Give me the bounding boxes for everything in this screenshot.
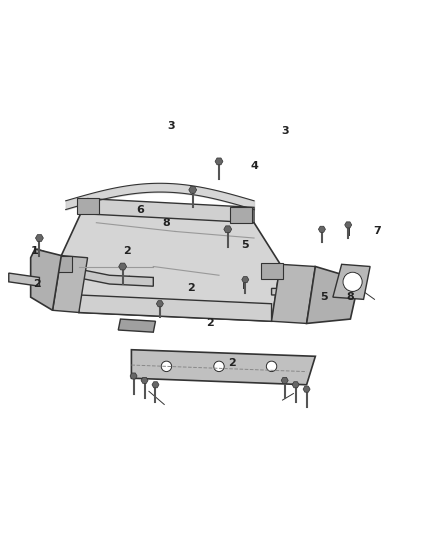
Polygon shape <box>345 222 352 228</box>
Polygon shape <box>272 264 315 324</box>
Polygon shape <box>9 273 39 286</box>
Text: 5: 5 <box>320 292 328 302</box>
Polygon shape <box>215 158 223 165</box>
Text: 3: 3 <box>167 122 175 131</box>
Polygon shape <box>88 199 254 223</box>
Polygon shape <box>272 286 350 295</box>
Text: 8: 8 <box>346 292 354 302</box>
Circle shape <box>214 361 224 372</box>
Bar <box>261 263 283 279</box>
Text: 2: 2 <box>228 358 236 368</box>
Polygon shape <box>333 264 370 300</box>
Polygon shape <box>318 226 325 232</box>
Polygon shape <box>31 249 61 310</box>
Polygon shape <box>189 187 197 193</box>
Text: 2: 2 <box>187 284 194 293</box>
Text: 6: 6 <box>136 205 144 215</box>
Bar <box>230 207 252 223</box>
Polygon shape <box>130 373 137 379</box>
Polygon shape <box>118 319 155 332</box>
Text: 1: 1 <box>31 246 39 256</box>
Text: 3: 3 <box>281 126 289 136</box>
Circle shape <box>266 361 277 372</box>
Polygon shape <box>131 350 315 385</box>
Polygon shape <box>79 295 272 321</box>
Polygon shape <box>281 377 288 383</box>
Polygon shape <box>61 199 280 321</box>
Polygon shape <box>119 263 127 270</box>
Bar <box>77 198 99 214</box>
Polygon shape <box>35 258 153 286</box>
Bar <box>50 256 72 272</box>
Polygon shape <box>156 301 163 307</box>
Text: 2: 2 <box>206 318 214 328</box>
Text: 4: 4 <box>250 161 258 171</box>
Polygon shape <box>141 377 148 383</box>
Polygon shape <box>35 235 43 241</box>
Text: 7: 7 <box>373 227 381 237</box>
Text: 8: 8 <box>162 217 170 228</box>
Text: 2: 2 <box>123 246 131 256</box>
Text: 5: 5 <box>241 240 249 249</box>
Polygon shape <box>224 226 232 233</box>
Circle shape <box>343 272 362 292</box>
Text: 2: 2 <box>33 279 41 289</box>
Polygon shape <box>292 382 299 388</box>
Polygon shape <box>307 266 359 324</box>
Polygon shape <box>152 382 159 388</box>
Circle shape <box>161 361 172 372</box>
Polygon shape <box>53 255 88 312</box>
Polygon shape <box>242 277 249 282</box>
Polygon shape <box>303 386 310 392</box>
